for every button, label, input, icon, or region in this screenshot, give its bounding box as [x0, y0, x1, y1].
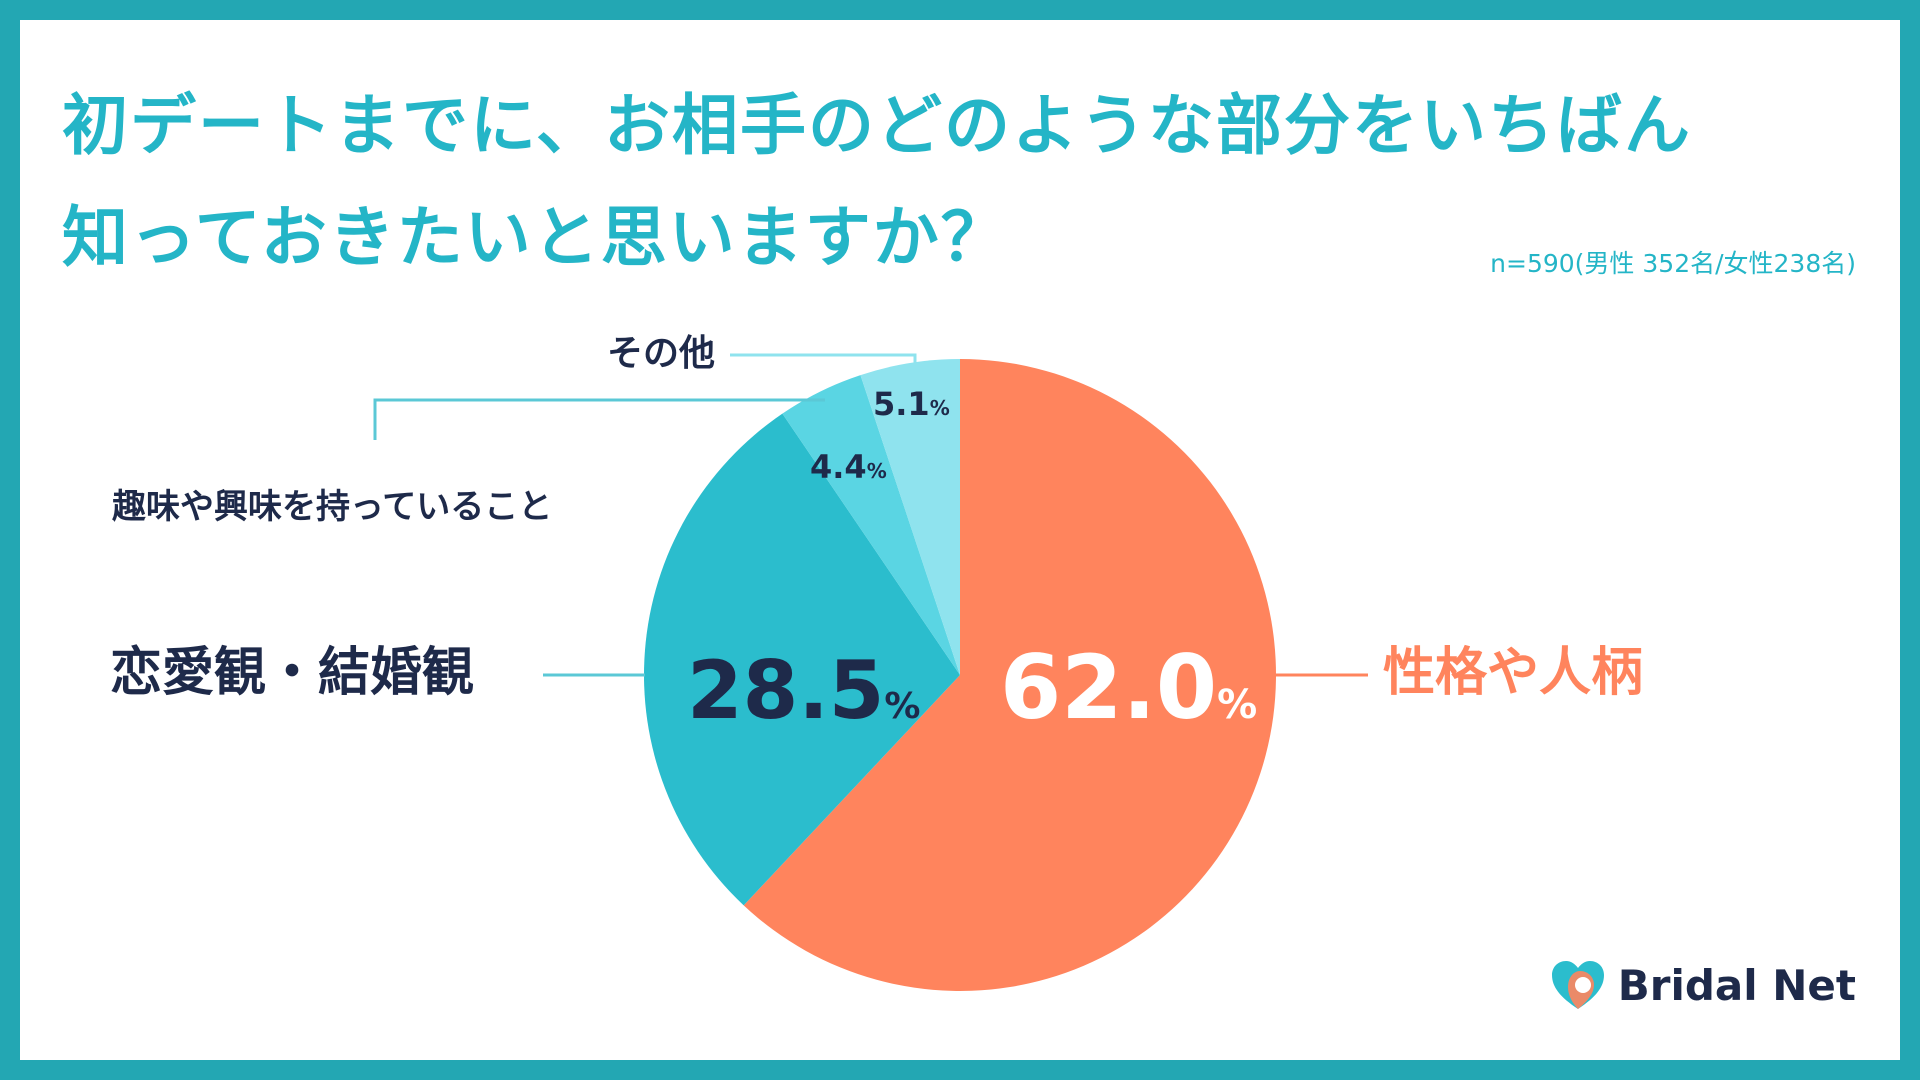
value-label-love-unit: %: [884, 686, 920, 727]
value-label-personality-unit: %: [1217, 682, 1257, 728]
pie-slices: [644, 359, 1276, 991]
bridal-net-logo: Bridal Net: [1550, 955, 1856, 1015]
logo-text: Bridal Net: [1617, 960, 1856, 1010]
pie-slice-love: [644, 413, 960, 906]
chart-title: 初デートまでに、お相手のどのような部分をいちばん 知っておきたいと思いますか？: [62, 70, 1862, 294]
title-line-1: 初デートまでに、お相手のどのような部分をいちばん: [62, 87, 1693, 164]
value-label-love-number: 28.5: [687, 644, 884, 737]
category-label-love: 恋愛観・結婚観: [110, 643, 474, 703]
value-label-other: 5.1%: [873, 385, 950, 423]
title-line-2: 知っておきたいと思いますか？: [62, 199, 1009, 276]
leader-line-other: [730, 353, 917, 372]
pie-slice-personality: [743, 359, 1276, 991]
category-label-personality: 性格や人柄: [1383, 643, 1643, 703]
value-label-other-unit: %: [930, 396, 950, 420]
value-label-personality-number: 62.0: [1000, 636, 1217, 739]
sample-size-note: n=590(男性 352名/女性238名): [1490, 249, 1856, 278]
leader-line-hobby: [373, 398, 825, 440]
value-label-hobby: 4.4%: [810, 448, 887, 486]
category-label-hobby: 趣味や興味を持っていること: [112, 487, 552, 527]
category-label-other: その他: [607, 333, 715, 374]
value-label-love: 28.5%: [687, 644, 920, 737]
value-label-hobby-number: 4.4: [810, 448, 867, 486]
value-label-hobby-unit: %: [867, 459, 887, 483]
heart-icon: [1551, 961, 1604, 1009]
value-label-other-number: 5.1: [873, 385, 930, 423]
value-label-personality: 62.0%: [1000, 636, 1257, 739]
pie-slice-hobby: [782, 375, 960, 675]
pie-slice-other: [860, 359, 960, 675]
